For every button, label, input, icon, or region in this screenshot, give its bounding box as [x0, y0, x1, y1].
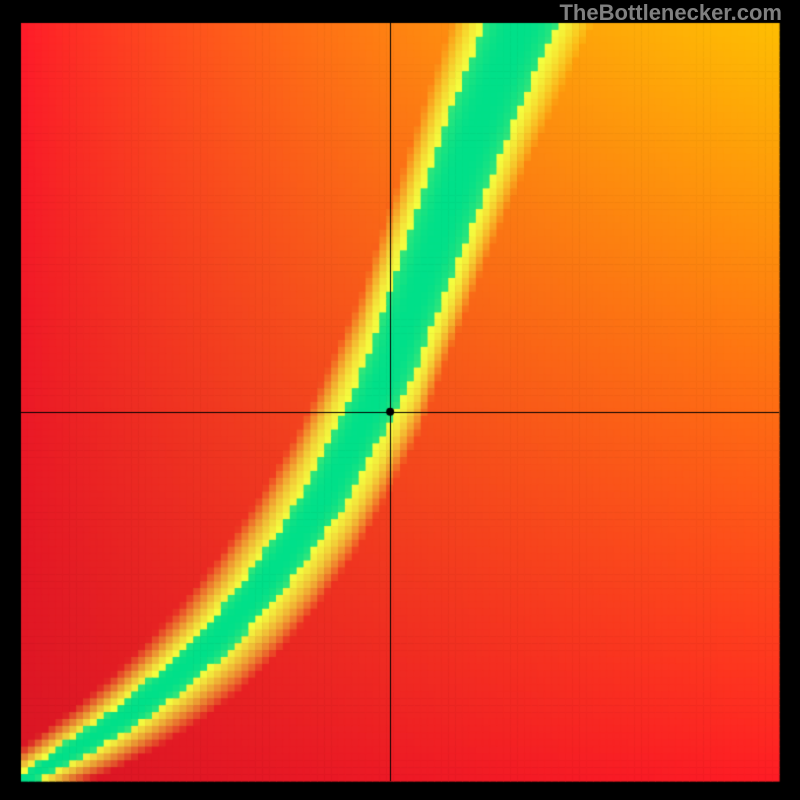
- watermark-text: TheBottlenecker.com: [559, 0, 782, 26]
- heatmap-plot: [0, 0, 800, 800]
- chart-container: TheBottlenecker.com: [0, 0, 800, 800]
